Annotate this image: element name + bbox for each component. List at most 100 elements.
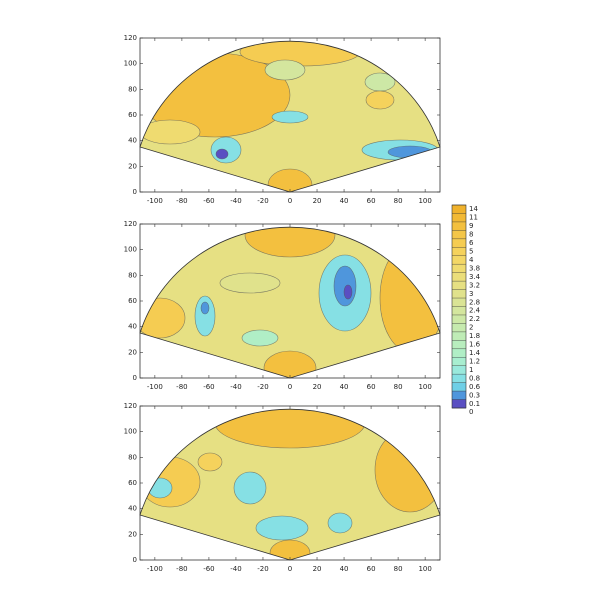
colorbar-segment (452, 221, 466, 231)
contour-region (271, 110, 309, 124)
contour-panel: -100 -80 -60 -40 -20 0 20 40 60 80 100 0 20 40 60 80 100… (124, 34, 441, 205)
colorbar-label: 14 (469, 205, 478, 213)
y-tick-label: 40 (128, 505, 137, 513)
x-tick-label: -100 (147, 383, 163, 391)
y-tick-label: 60 (128, 111, 137, 119)
contour-panel: -100 -80 -60 -40 -20 0 20 40 60 80 100 0 20 40 60 80 100… (124, 402, 441, 573)
x-tick-label: 100 (418, 197, 431, 205)
y-tick-label: 60 (128, 479, 137, 487)
colorbar-segment (452, 298, 466, 307)
colorbar-segment (452, 213, 466, 223)
x-tick-label: -100 (147, 197, 163, 205)
contour-field (140, 409, 440, 560)
colorbar-segment (452, 331, 466, 341)
x-tick-label: 80 (394, 383, 403, 391)
wedge-outline (139, 408, 441, 561)
x-tick-label: 100 (418, 383, 431, 391)
x-tick-label: 0 (288, 197, 292, 205)
colorbar-label: 3.2 (469, 281, 480, 289)
colorbar-label: 6 (469, 239, 474, 247)
colorbar-segment (452, 281, 466, 290)
colorbar-label: 9 (469, 222, 473, 230)
contour-region (263, 350, 317, 378)
contour-field (140, 41, 440, 192)
colorbar-label: 1.6 (469, 341, 481, 349)
x-tick-label: -20 (257, 197, 268, 205)
colorbar-segment (452, 255, 466, 265)
x-tick-label: -60 (203, 565, 214, 573)
contour-region (264, 59, 306, 81)
y-tick-label: 80 (128, 85, 137, 93)
colorbar-label: 8 (469, 231, 473, 239)
contour-region (197, 452, 223, 472)
x-tick-label: -80 (176, 197, 187, 205)
colorbar-segment (452, 272, 466, 282)
y-tick-label: 0 (133, 188, 137, 196)
x-tick-label: 20 (313, 197, 322, 205)
colorbar-label: 0 (469, 408, 473, 416)
x-tick-label: -100 (147, 565, 163, 573)
colorbar-label: 2.4 (469, 307, 481, 315)
colorbar-segment (452, 340, 466, 350)
y-tick-label: 20 (128, 348, 137, 356)
colorbar-segment (452, 323, 466, 333)
contour-region (269, 539, 311, 560)
y-tick-label: 0 (133, 374, 137, 382)
y-tick-label: 0 (133, 556, 137, 564)
x-tick-label: -40 (230, 565, 241, 573)
contour-field (140, 227, 440, 378)
x-tick-label: -80 (176, 383, 187, 391)
x-tick-label: 40 (340, 197, 349, 205)
colorbar-label: 0.6 (469, 383, 481, 391)
x-tick-label: -40 (230, 197, 241, 205)
colorbar: 1411986543.83.43.232.82.42.221.81.61.41.… (451, 204, 481, 416)
y-tick-label: 80 (128, 453, 137, 461)
x-tick-label: -80 (176, 565, 187, 573)
colorbar-label: 0.3 (469, 391, 480, 399)
colorbar-segment (452, 391, 466, 400)
colorbar-segment (452, 230, 466, 240)
y-tick-label: 60 (128, 297, 137, 305)
colorbar-segment (452, 348, 466, 358)
x-tick-label: 80 (394, 197, 403, 205)
colorbar-segment (452, 314, 466, 324)
colorbar-label: 0.8 (469, 374, 480, 382)
y-tick-label: 40 (128, 137, 137, 145)
y-tick-label: 80 (128, 271, 137, 279)
x-tick-label: 0 (288, 383, 292, 391)
contour-region (215, 148, 229, 160)
x-tick-label: 100 (418, 565, 431, 573)
colorbar-segment (452, 374, 466, 383)
colorbar-label: 2.2 (469, 315, 480, 323)
colorbar-label: 1.2 (469, 357, 480, 365)
x-tick-label: 0 (288, 565, 292, 573)
colorbar-label: 3 (469, 290, 473, 298)
field-base (140, 409, 440, 560)
x-tick-label: -40 (230, 383, 241, 391)
contour-region (200, 301, 210, 315)
colorbar-segment (452, 399, 466, 409)
contour-region (233, 471, 267, 505)
x-tick-label: 20 (313, 383, 322, 391)
y-tick-label: 120 (124, 220, 137, 228)
colorbar-segment (452, 306, 466, 316)
colorbar-label: 4 (469, 256, 474, 264)
colorbar-label: 3.4 (469, 273, 481, 281)
y-tick-label: 20 (128, 530, 137, 538)
colorbar-label: 1 (469, 366, 473, 374)
y-tick-label: 40 (128, 323, 137, 331)
contour-region (219, 272, 281, 294)
x-tick-label: 40 (340, 565, 349, 573)
x-tick-label: 60 (367, 197, 376, 205)
colorbar-segment (452, 238, 466, 248)
colorbar-label: 3.8 (469, 264, 480, 272)
x-tick-label: 60 (367, 565, 376, 573)
colorbar-label: 2 (469, 324, 473, 332)
colorbar-segment (452, 205, 466, 214)
y-tick-label: 100 (124, 246, 137, 254)
contour-region (140, 119, 201, 145)
colorbar-label: 1.8 (469, 332, 480, 340)
contour-panel: -100 -80 -60 -40 -20 0 20 40 60 80 100 0 20 40 60 80 100… (124, 220, 441, 391)
colorbar-segment (452, 357, 466, 367)
wedge-outline (139, 40, 441, 193)
